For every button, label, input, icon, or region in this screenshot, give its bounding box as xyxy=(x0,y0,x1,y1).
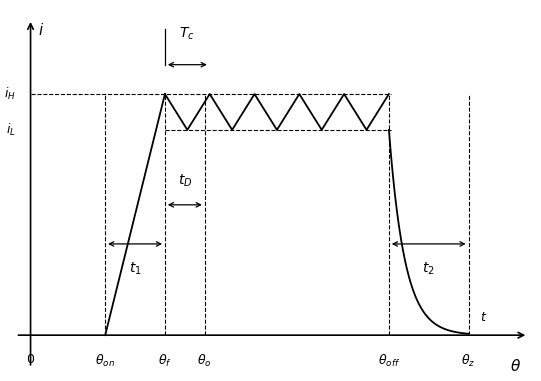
Text: $i$: $i$ xyxy=(38,22,44,38)
Text: $\theta_o$: $\theta_o$ xyxy=(197,353,212,369)
Text: $t_2$: $t_2$ xyxy=(423,260,435,277)
Text: $\theta_{off}$: $\theta_{off}$ xyxy=(378,353,400,369)
Text: $T_c$: $T_c$ xyxy=(180,26,195,42)
Text: $t$: $t$ xyxy=(480,311,487,324)
Text: $0$: $0$ xyxy=(26,353,35,366)
Text: $\theta_{on}$: $\theta_{on}$ xyxy=(95,353,115,369)
Text: $t_D$: $t_D$ xyxy=(177,172,192,189)
Text: $i_L$: $i_L$ xyxy=(6,122,16,138)
Text: $\theta_z$: $\theta_z$ xyxy=(461,353,476,369)
Text: $t_1$: $t_1$ xyxy=(129,260,141,277)
Text: $i_H$: $i_H$ xyxy=(4,86,16,102)
Text: $\theta_f$: $\theta_f$ xyxy=(158,353,172,369)
Text: $\theta$: $\theta$ xyxy=(510,358,521,374)
